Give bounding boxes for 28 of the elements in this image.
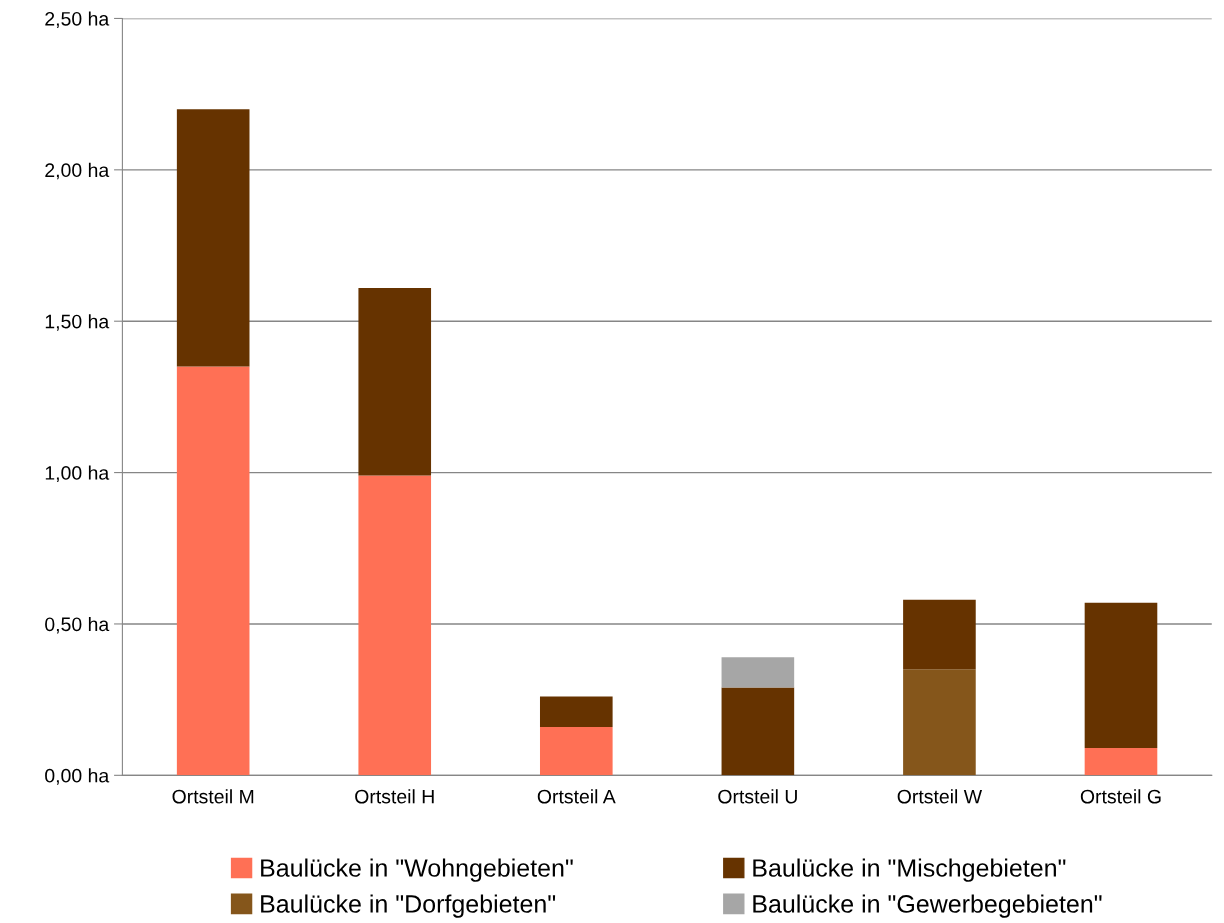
bar: [1084, 748, 1158, 776]
y-tick-label: 2,50 ha: [45, 11, 110, 28]
y-tick-label: 0,00 ha: [45, 768, 110, 785]
bar: [721, 657, 795, 688]
legend-label: Baulücke in "Mischgebieten": [753, 858, 1066, 882]
bar: [176, 366, 250, 776]
bar: [539, 696, 613, 727]
y-tick-label: 0,50 ha: [45, 616, 110, 634]
bar: [358, 287, 432, 476]
x-tick-label: Ortsteil H: [355, 789, 434, 804]
y-tick-label: 1,50 ha: [45, 314, 110, 331]
bar: [358, 475, 432, 776]
x-tick-label: Ortsteil G: [1080, 789, 1161, 804]
bar: [539, 726, 613, 776]
bar: [903, 669, 976, 776]
x-tick-label: Ortsteil U: [718, 789, 797, 804]
bar: [721, 687, 795, 776]
y-tick-label: 1,00 ha: [45, 465, 110, 483]
bar: [176, 109, 250, 367]
legend-label: Baulücke in "Gewerbegebieten": [753, 894, 1102, 918]
legend-label: Baulücke in "Wohngebieten": [261, 858, 573, 882]
y-tick-label: 2,00 ha: [45, 162, 110, 180]
x-tick-label: Ortsteil A: [537, 789, 616, 804]
legend-label: Baulücke in "Dorfgebieten": [261, 894, 556, 918]
x-tick-label: Ortsteil M: [172, 789, 254, 804]
bar: [1084, 602, 1158, 749]
bar: [903, 599, 976, 670]
x-tick-label: Ortsteil W: [897, 789, 983, 804]
